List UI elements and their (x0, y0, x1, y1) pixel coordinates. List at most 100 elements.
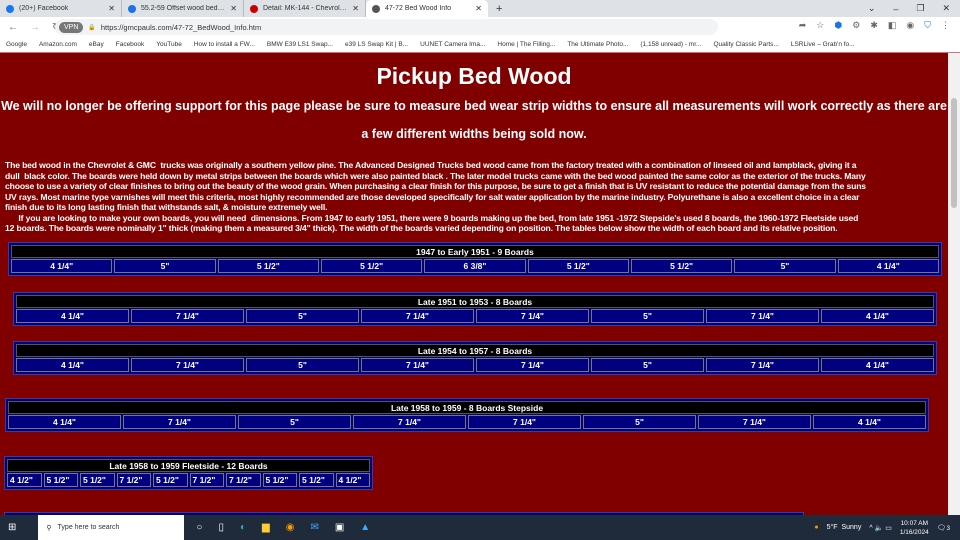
clock[interactable]: 10:07 AM 1/16/2024 (900, 519, 929, 537)
board-width-cell: 4 1/4" (8, 415, 121, 429)
board-width-cell: 5 1/2" (43, 473, 78, 487)
store-icon[interactable]: ▣ (334, 522, 345, 533)
puzzle-icon[interactable]: ✱ (870, 20, 878, 30)
board-width-table: Late 1958 to 1959 - 8 Boards Stepside 4 1… (5, 398, 929, 432)
bookmark-item[interactable]: Google (6, 41, 27, 48)
board-width-cell: 4 1/4" (11, 259, 113, 273)
cortana-icon[interactable]: ○ (196, 522, 203, 533)
photos-icon[interactable]: ▲ (360, 522, 371, 533)
bookmark-item[interactable]: eBay (88, 41, 104, 48)
time: 10:07 AM (900, 519, 929, 527)
board-width-cell: 4 1/4" (813, 415, 926, 429)
tab-search-icon[interactable]: ⌄ (867, 3, 876, 13)
edge-icon[interactable]: ◐ (239, 522, 246, 533)
notification-count: 3 (946, 525, 950, 532)
site-icon (128, 4, 136, 13)
search-placeholder: Type here to search (57, 524, 120, 531)
bookmark-item[interactable]: Amazon.com (38, 41, 77, 48)
browser-icon[interactable]: ◉ (285, 522, 295, 533)
bookmark-item[interactable]: BMW E39 LS1 Swap... (266, 41, 333, 48)
table-title: Late 1958 to 1959 Fleetside - 12 Boards (7, 459, 370, 472)
board-width-cell: 5" (246, 358, 359, 372)
shield-icon[interactable]: ⛉ (924, 20, 931, 30)
board-width-cell: 7 1/2" (226, 473, 261, 487)
paragraph-line: choose to use a variety of clear finishe… (5, 181, 866, 191)
tab[interactable]: Detail: MK-144 - Chevrolet S/S ✕ (244, 0, 366, 17)
url-field[interactable]: https://gmcpauls.com/47-72_BedWood_Info.… (100, 22, 262, 32)
board-width-cell: 4 1/4" (16, 309, 129, 323)
restore-button[interactable]: ❐ (916, 3, 925, 13)
menu-icon[interactable]: ⋮ (941, 20, 950, 30)
new-tab-button[interactable]: + (496, 2, 503, 15)
bookmark-item[interactable]: LSRLive – Grab'n fo... (790, 41, 855, 48)
board-width-cell: 5" (591, 309, 704, 323)
board-width-cell: 5 1/2" (153, 473, 188, 487)
scrollbar-thumb[interactable] (951, 98, 957, 208)
forward-icon[interactable]: → (30, 21, 40, 33)
board-width-cell: 7 1/4" (131, 309, 244, 323)
bookmark-star-icon[interactable]: ☆ (816, 20, 825, 30)
table-title: Late 1951 to 1953 - 8 Boards (16, 295, 934, 308)
address-bar-row: ←→↻ VPN 🔒 https://gmcpauls.com/47-72_Bed… (0, 17, 960, 37)
intro-paragraph: The bed wood in the Chevrolet & GMC truc… (5, 160, 866, 234)
paragraph-line: dull black color. The boards were held d… (5, 170, 866, 181)
bookmark-item[interactable]: Quality Classic Parts... (713, 41, 779, 48)
start-icon[interactable]: ⊞ (8, 522, 17, 533)
board-width-cell: 4 1/4" (821, 309, 934, 323)
board-width-cell: 5 1/2" (299, 473, 334, 487)
search-icon: ⚲ (46, 524, 52, 532)
tray-icons[interactable]: ^ 🔈 ▭ (869, 524, 892, 532)
bookmark-item[interactable]: Home | The Filling... (497, 41, 556, 48)
board-width-cell: 7 1/4" (131, 358, 244, 372)
board-width-cell: 4 1/4" (837, 259, 939, 273)
extension-icon[interactable]: ⚙ (852, 20, 861, 30)
vpn-badge[interactable]: VPN (59, 21, 84, 33)
tab[interactable]: (20+) Facebook ✕ (0, 0, 122, 17)
back-icon[interactable]: ← (8, 21, 18, 33)
extension-icon[interactable]: ⬢ (834, 20, 843, 30)
notifications-icon[interactable]: 🗨 3 (936, 524, 950, 532)
mail-icon[interactable]: ✉ (310, 522, 319, 533)
table-title: 1947 to Early 1951 - 9 Boards (11, 245, 939, 258)
minimize-button[interactable]: – (893, 3, 899, 14)
board-width-table: 1947 to Early 1951 - 9 Boards 4 1/4" 5" 5 1… (8, 242, 942, 276)
close-button[interactable]: ✕ (942, 3, 950, 13)
close-tab-icon[interactable]: ✕ (230, 4, 237, 13)
bookmark-item[interactable]: How to install a FW... (193, 41, 255, 48)
board-width-cell: 5" (583, 415, 696, 429)
tab[interactable]: 47-72 Bed Wood Info ✕ (366, 0, 488, 17)
scrollbar[interactable] (948, 53, 960, 515)
close-tab-icon[interactable]: ✕ (352, 4, 359, 13)
file-explorer-icon[interactable]: ▆ (262, 522, 270, 533)
board-width-cell: 5" (591, 358, 704, 372)
bookmark-item[interactable]: The Ultimate Photo... (567, 41, 629, 48)
board-width-cell: 6 3/8" (424, 259, 526, 273)
date: 1/16/2024 (899, 528, 929, 536)
paragraph-line: 12 boards. The boards were nominally 1" … (5, 223, 838, 233)
bookmark-item[interactable]: Facebook (115, 41, 145, 48)
side-panel-icon[interactable]: ◧ (887, 20, 897, 30)
taskbar-search[interactable]: ⚲ Type here to search (38, 515, 185, 540)
tab-label: 55.2-59 Offset wood bed holes (141, 5, 225, 12)
bookmark-item[interactable]: e39 LS Swap Kit | B... (345, 41, 409, 48)
bookmark-item[interactable]: YouTube (156, 41, 182, 48)
close-tab-icon[interactable]: ✕ (108, 4, 115, 13)
tab[interactable]: 55.2-59 Offset wood bed holes ✕ (122, 0, 244, 17)
board-width-cell: 7 1/4" (706, 309, 819, 323)
board-width-cell: 7 1/4" (361, 309, 474, 323)
board-width-cell: 4 1/2" (7, 473, 42, 487)
weather-icon[interactable]: ● (814, 524, 819, 531)
bookmark-item[interactable]: UUNET Camera Ima... (420, 41, 486, 48)
board-width-cell: 7 1/2" (116, 473, 151, 487)
paragraph-line: UV rays. Most marine type varnishes will… (5, 191, 860, 202)
board-width-cell: 7 1/4" (698, 415, 811, 429)
task-view-icon[interactable]: ▯ (218, 522, 224, 533)
weather-text[interactable]: 5°F Sunny (826, 524, 862, 531)
board-width-cell: 5 1/2" (630, 259, 733, 273)
bookmark-item[interactable]: (1,158 unread) - mr... (640, 41, 702, 48)
tab-label: 47-72 Bed Wood Info (385, 5, 452, 12)
share-icon[interactable]: ➦ (798, 20, 807, 30)
profile-icon[interactable]: ◉ (906, 20, 915, 30)
close-tab-icon[interactable]: ✕ (475, 4, 482, 13)
omnibox[interactable]: VPN 🔒 https://gmcpauls.com/47-72_BedWood… (55, 19, 718, 35)
